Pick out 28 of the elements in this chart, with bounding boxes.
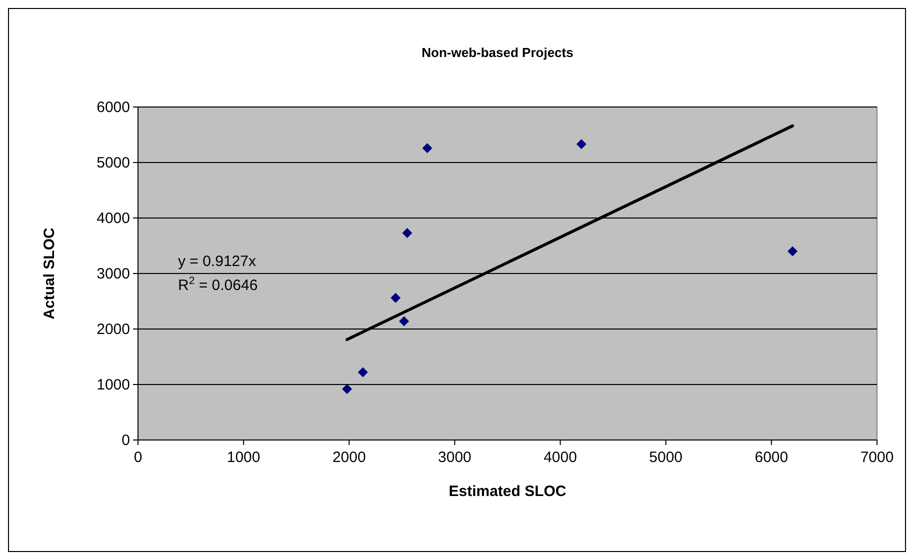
x-tick-label: 4000 bbox=[544, 449, 577, 466]
y-tick-label: 5000 bbox=[96, 154, 130, 172]
annotation: y = 0.9127x bbox=[178, 253, 256, 270]
point bbox=[402, 228, 412, 238]
point bbox=[576, 139, 586, 150]
x-tick-label: 2000 bbox=[332, 449, 366, 466]
chart-title: Non-web-based Projects bbox=[422, 45, 574, 60]
point bbox=[399, 316, 410, 326]
point bbox=[788, 246, 798, 256]
y-axis-title: Actual SLOC bbox=[41, 228, 58, 320]
y-tick-label: 1000 bbox=[96, 376, 130, 394]
x-tick-label: 7000 bbox=[860, 449, 894, 466]
point bbox=[390, 292, 401, 303]
point bbox=[422, 143, 432, 154]
x-tick-label: 3000 bbox=[438, 449, 472, 466]
x-tick-label: 1000 bbox=[226, 449, 260, 466]
y-tick-label: 2000 bbox=[96, 321, 130, 338]
y-tick-label: 4000 bbox=[96, 210, 130, 227]
annotation: R$^{2}$ = 0.0646 bbox=[178, 275, 258, 294]
y-tick-label: 0 bbox=[122, 432, 130, 449]
x-tick-label: 5000 bbox=[649, 449, 683, 466]
point bbox=[358, 367, 368, 378]
x-axis-title: Estimated SLOC bbox=[448, 483, 566, 500]
x-tick-label: 6000 bbox=[754, 449, 788, 466]
y-tick-label: 3000 bbox=[96, 266, 130, 282]
x-tick-label: 0 bbox=[134, 449, 142, 466]
point bbox=[342, 384, 352, 394]
y-tick-label: 6000 bbox=[96, 99, 130, 116]
